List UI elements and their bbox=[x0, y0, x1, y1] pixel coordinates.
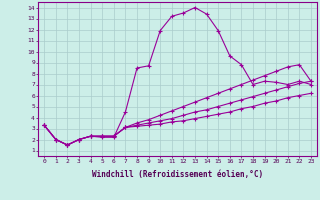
X-axis label: Windchill (Refroidissement éolien,°C): Windchill (Refroidissement éolien,°C) bbox=[92, 170, 263, 179]
